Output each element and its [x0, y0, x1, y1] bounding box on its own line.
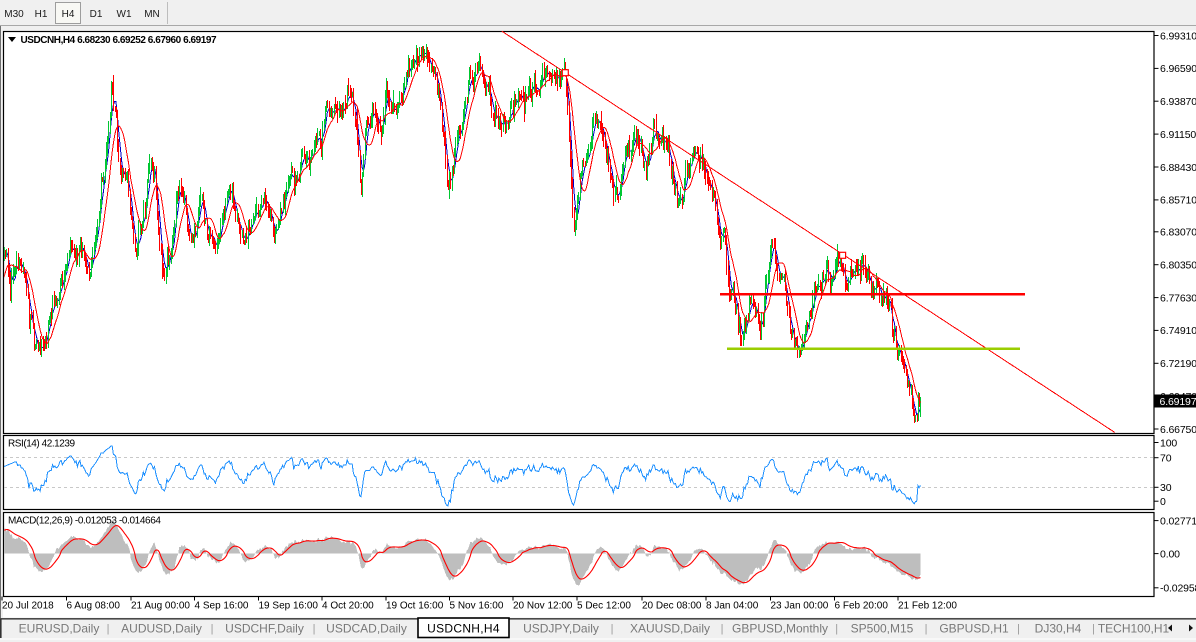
svg-text:XAUUSD,Daily: XAUUSD,Daily: [630, 622, 710, 636]
svg-text:4 Oct 20:00: 4 Oct 20:00: [322, 601, 374, 612]
svg-text:0.00: 0.00: [1160, 548, 1180, 560]
svg-text:6.88430: 6.88430: [1160, 162, 1196, 174]
svg-text:USDCNH,H4 6.68230 6.69252 6.6: USDCNH,H4 6.68230 6.69252 6.67960 6.6919…: [21, 35, 217, 46]
svg-text:0: 0: [1160, 496, 1166, 508]
svg-text:70: 70: [1160, 453, 1172, 465]
svg-text:|: |: [1017, 623, 1020, 635]
svg-text:GBPUSD,Monthly: GBPUSD,Monthly: [732, 622, 828, 636]
svg-text:USDCHF,Daily: USDCHF,Daily: [225, 622, 304, 636]
svg-text:8 Jan 04:00: 8 Jan 04:00: [706, 601, 759, 612]
svg-text:|: |: [313, 623, 316, 635]
svg-text:|: |: [107, 623, 110, 635]
svg-text:0.027717: 0.027717: [1160, 515, 1196, 527]
svg-text:H4: H4: [62, 9, 75, 20]
svg-text:MN: MN: [144, 9, 160, 20]
svg-text:D1: D1: [90, 9, 103, 20]
svg-text:USDCAD,Daily: USDCAD,Daily: [326, 622, 407, 636]
svg-text:30: 30: [1160, 482, 1172, 494]
svg-text:EURUSD,Daily: EURUSD,Daily: [19, 622, 100, 636]
svg-text:23 Jan 00:00: 23 Jan 00:00: [771, 601, 829, 612]
svg-text:6.93870: 6.93870: [1160, 96, 1196, 108]
svg-text:AUDUSD,Daily: AUDUSD,Daily: [121, 622, 202, 636]
svg-text:6.74910: 6.74910: [1160, 325, 1196, 337]
svg-text:RSI(14) 42.1239: RSI(14) 42.1239: [8, 439, 76, 450]
svg-text:|: |: [211, 623, 214, 635]
svg-text:20 Dec 08:00: 20 Dec 08:00: [642, 601, 702, 612]
svg-text:6.66750: 6.66750: [1160, 424, 1196, 436]
svg-text:-0.029582: -0.029582: [1160, 583, 1196, 595]
svg-text:W1: W1: [117, 9, 132, 20]
svg-text:6.83070: 6.83070: [1160, 227, 1196, 239]
svg-text:USDCNH,H4: USDCNH,H4: [427, 622, 500, 636]
svg-text:M30: M30: [4, 9, 24, 20]
svg-text:19 Oct 16:00: 19 Oct 16:00: [386, 601, 444, 612]
svg-text:GBPUSD,H1: GBPUSD,H1: [939, 622, 1009, 636]
svg-text:19 Sep 16:00: 19 Sep 16:00: [259, 601, 319, 612]
svg-text:TECH100,H1: TECH100,H1: [1098, 622, 1170, 636]
svg-text:MACD(12,26,9) -0.012053 -0.014: MACD(12,26,9) -0.012053 -0.014664: [8, 516, 161, 527]
svg-text:6.91150: 6.91150: [1160, 129, 1196, 141]
svg-text:6.69197: 6.69197: [1160, 396, 1196, 408]
svg-text:6 Feb 20:00: 6 Feb 20:00: [835, 601, 889, 612]
svg-text:6.96590: 6.96590: [1160, 63, 1196, 75]
svg-text:|: |: [1092, 623, 1095, 635]
svg-text:DJ30,H4: DJ30,H4: [1035, 622, 1082, 636]
svg-text:USDJPY,Daily: USDJPY,Daily: [523, 622, 599, 636]
svg-text:5 Dec 12:00: 5 Dec 12:00: [577, 601, 631, 612]
svg-text:4 Sep 16:00: 4 Sep 16:00: [195, 601, 249, 612]
svg-text:6.85710: 6.85710: [1160, 195, 1196, 207]
svg-text:21 Feb 12:00: 21 Feb 12:00: [898, 601, 957, 612]
svg-text:5 Nov 16:00: 5 Nov 16:00: [450, 601, 504, 612]
svg-text:|: |: [721, 623, 724, 635]
svg-text:H1: H1: [35, 9, 48, 20]
svg-text:6.72190: 6.72190: [1160, 358, 1196, 370]
svg-text:6.99310: 6.99310: [1160, 30, 1196, 42]
svg-text:6.80350: 6.80350: [1160, 260, 1196, 272]
svg-text:|: |: [835, 623, 838, 635]
svg-text:|: |: [611, 623, 614, 635]
svg-text:20 Jul 2018: 20 Jul 2018: [2, 601, 54, 612]
svg-text:21 Aug 00:00: 21 Aug 00:00: [131, 601, 190, 612]
svg-text:|: |: [925, 623, 928, 635]
svg-text:6 Aug 08:00: 6 Aug 08:00: [67, 601, 121, 612]
svg-text:100: 100: [1160, 437, 1177, 449]
svg-text:6.77630: 6.77630: [1160, 292, 1196, 304]
svg-text:20 Nov 12:00: 20 Nov 12:00: [513, 601, 573, 612]
svg-text:SP500,M15: SP500,M15: [851, 622, 914, 636]
